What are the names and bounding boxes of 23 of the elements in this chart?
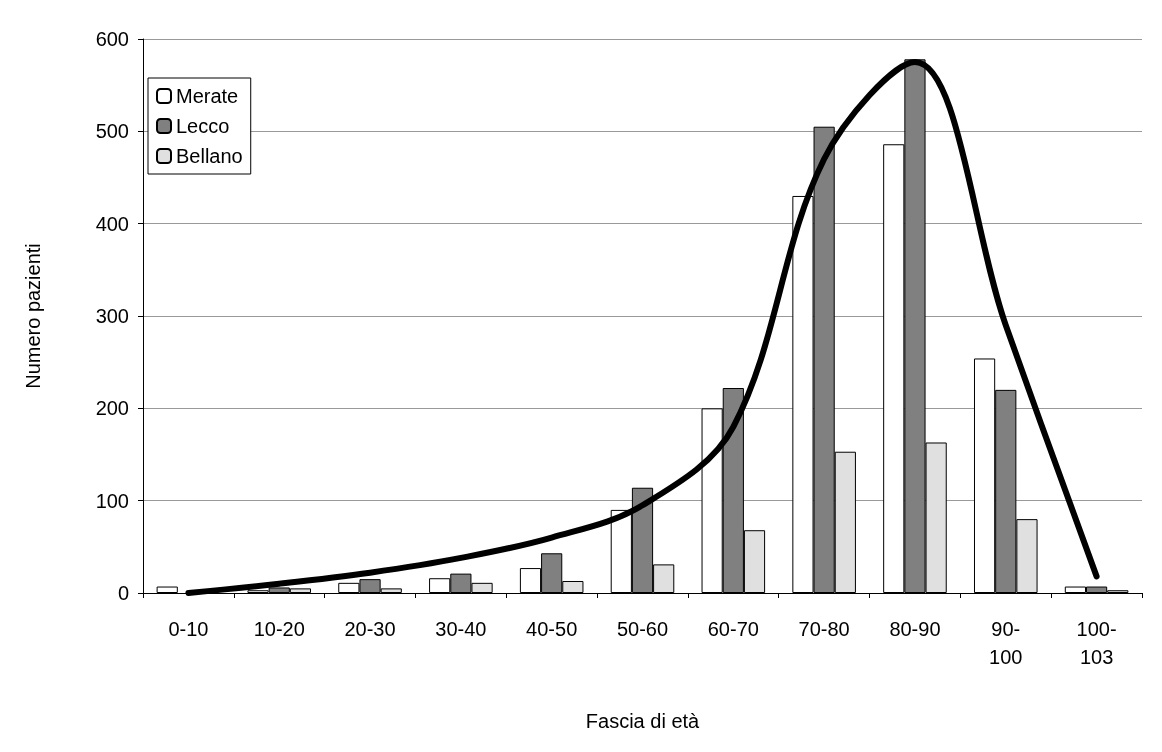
y-tick-label: 100 bbox=[95, 489, 129, 512]
x-tick-label: 0-10 bbox=[168, 618, 209, 640]
y-tick-label: 0 bbox=[117, 582, 129, 604]
legend-label: Bellano bbox=[176, 145, 243, 167]
x-tick-label: 100-103 bbox=[1076, 618, 1117, 668]
y-tick-label: 600 bbox=[95, 28, 129, 50]
y-tick-label: 200 bbox=[95, 397, 129, 420]
x-axis-title: Fascia di età bbox=[585, 710, 701, 732]
y-tick-label: 400 bbox=[95, 212, 129, 235]
y-tick-label: 500 bbox=[95, 120, 129, 143]
x-tick-label: 70-80 bbox=[798, 618, 850, 640]
y-tick-label: 300 bbox=[95, 305, 129, 327]
legend-label: Lecco bbox=[176, 115, 230, 137]
x-tick-label: 20-30 bbox=[344, 618, 396, 640]
x-tick-label: 50-60 bbox=[616, 618, 669, 640]
x-tick-label: 30-40 bbox=[435, 618, 487, 640]
x-tick-label: 90-100 bbox=[989, 618, 1023, 668]
y-axis-title: Numero pazienti bbox=[22, 243, 44, 389]
legend-label: Merate bbox=[176, 85, 239, 107]
x-tick-label: 10-20 bbox=[253, 618, 305, 640]
x-tick-label: 80-90 bbox=[889, 618, 941, 640]
x-tick-label: 40-50 bbox=[526, 618, 578, 640]
x-tick-label: 60-70 bbox=[707, 618, 759, 640]
